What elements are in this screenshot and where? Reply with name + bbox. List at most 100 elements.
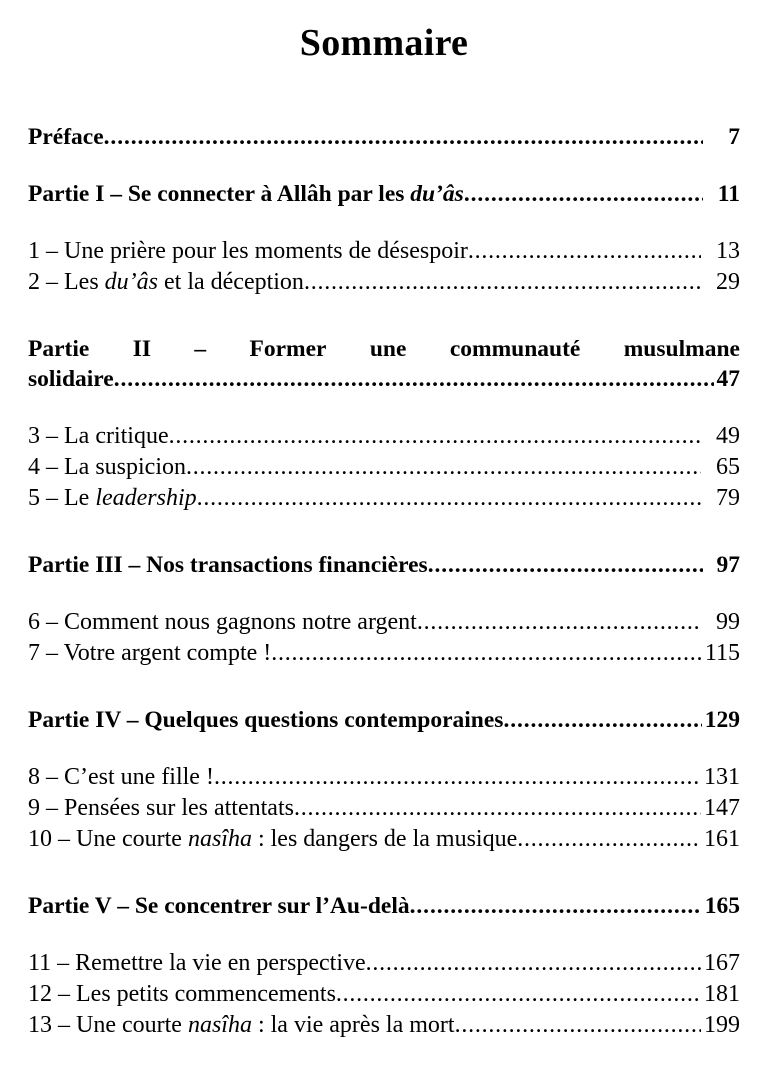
toc-chapter-entry[interactable]: 3 – La critique 49 <box>28 421 740 452</box>
toc-entry-label: Préface <box>28 124 104 150</box>
toc-entry-page: 99 <box>716 609 740 635</box>
label-text: 1 – Une prière pour les moments de déses… <box>28 238 468 264</box>
dot-leader <box>468 236 701 267</box>
label-text: Partie I – Se connecter à Allâh par les <box>28 181 411 207</box>
toc-entry-page: 161 <box>704 826 740 852</box>
heading-word: musulmane <box>623 336 740 362</box>
toc-chapter-entry[interactable]: 11 – Remettre la vie en perspective 167 <box>28 948 740 979</box>
toc-entry-page: 49 <box>716 423 740 449</box>
toc-chapter-entry[interactable]: 10 – Une courte nasîha : les dangers de … <box>28 824 740 855</box>
toc-entry-label: 3 – La critique <box>28 421 169 452</box>
label-text: 8 – C’est une fille ! <box>28 764 214 790</box>
toc-entry-label: 11 – Remettre la vie en perspective <box>28 948 366 979</box>
heading-line-with-leader[interactable]: Partie IV – Quelques questions contempor… <box>28 705 740 735</box>
dot-leader <box>214 762 701 793</box>
toc-chapter-entry[interactable]: 13 – Une courte nasîha : la vie après la… <box>28 1010 740 1041</box>
dot-leader <box>464 179 703 209</box>
toc-entry-label: 8 – C’est une fille ! <box>28 762 214 793</box>
heading-line-with-leader[interactable]: Partie V – Se concentrer sur l’Au-delà 16… <box>28 891 740 921</box>
label-text: 4 – La suspicion <box>28 454 186 480</box>
label-text: 2 – Les <box>28 269 105 295</box>
toc-entry-page: 7 <box>728 124 740 150</box>
page-title: Sommaire <box>299 22 469 64</box>
toc-entry-page: 115 <box>704 640 740 666</box>
toc-part-heading[interactable]: Partie IV – Quelques questions contempor… <box>28 705 740 735</box>
toc-sections: Partie I – Se connecter à Allâh par les … <box>28 179 740 1041</box>
dot-leader <box>304 267 701 298</box>
dot-leader <box>517 824 701 855</box>
toc-entry-label: solidaire <box>28 364 114 394</box>
toc-entry-page: 129 <box>704 707 740 733</box>
heading-word: Former <box>249 336 327 362</box>
chapter-list: 6 – Comment nous gagnons notre argent 99 7… <box>28 607 740 669</box>
chapter-list: 11 – Remettre la vie en perspective 167 12… <box>28 948 740 1041</box>
toc-entry-page: 97 <box>716 552 741 578</box>
toc-entry-label: 7 – Votre argent compte ! <box>28 638 271 669</box>
toc-chapter-entry[interactable]: 9 – Pensées sur les attentats 147 <box>28 793 740 824</box>
toc-chapter-entry[interactable]: 1 – Une prière pour les moments de déses… <box>28 236 740 267</box>
dot-leader <box>104 122 703 152</box>
toc-entry-label: Partie III – Nos transactions financière… <box>28 550 428 580</box>
toc-entry-page: 131 <box>704 764 740 790</box>
label-text: 12 – Les petits commencements <box>28 981 336 1007</box>
label-text: 3 – La critique <box>28 423 169 449</box>
dot-leader <box>186 452 701 483</box>
toc-entry-page: 147 <box>704 795 740 821</box>
toc-chapter-entry[interactable]: 7 – Votre argent compte ! 115 <box>28 638 740 669</box>
toc-entry-page: 181 <box>704 981 740 1007</box>
label-text: 13 – Une courte <box>28 1012 188 1038</box>
toc-chapter-entry[interactable]: 12 – Les petits commencements 181 <box>28 979 740 1010</box>
dot-leader <box>366 948 701 979</box>
toc-entry-page: 29 <box>716 269 740 295</box>
toc-entry-label: 1 – Une prière pour les moments de déses… <box>28 236 468 267</box>
heading-word: – <box>194 336 207 362</box>
heading-line-with-leader[interactable]: Partie III – Nos transactions financière… <box>28 550 740 580</box>
toc-entry-label: 5 – Le leadership <box>28 483 197 514</box>
label-text: 5 – Le <box>28 485 96 511</box>
toc-entry-label: 4 – La suspicion <box>28 452 186 483</box>
toc-chapter-entry[interactable]: 2 – Les du’âs et la déception 29 <box>28 267 740 298</box>
label-text-suffix: : les dangers de la musique <box>251 826 518 852</box>
toc-chapter-entry[interactable]: 6 – Comment nous gagnons notre argent 99 <box>28 607 740 638</box>
toc-entry-page: 65 <box>716 454 740 480</box>
label-italic-term: nasîha <box>187 1012 252 1038</box>
toc-chapter-entry[interactable]: 8 – C’est une fille ! 131 <box>28 762 740 793</box>
label-text-suffix: : la vie après la mort <box>251 1012 455 1038</box>
toc-entry-page: 167 <box>704 950 740 976</box>
heading-line-with-leader[interactable]: solidaire 47 <box>28 364 740 394</box>
toc-entry-label: 13 – Une courte nasîha : la vie après la… <box>28 1010 455 1041</box>
toc-part-heading[interactable]: Partie V – Se concentrer sur l’Au-delà 16… <box>28 891 740 921</box>
dot-leader <box>271 638 701 669</box>
toc-entry-page: 11 <box>717 181 740 207</box>
heading-line-justified: Partie II – Former une communauté musulmane <box>28 334 740 364</box>
label-text: 11 – Remettre la vie en perspective <box>28 950 366 976</box>
toc-entry-page: 13 <box>716 238 740 264</box>
heading-line-with-leader[interactable]: Partie I – Se connecter à Allâh par les … <box>28 179 740 209</box>
heading-word: une <box>369 336 407 362</box>
dot-leader <box>169 421 701 452</box>
dot-leader <box>294 793 701 824</box>
chapter-list: 1 – Une prière pour les moments de déses… <box>28 236 740 298</box>
heading-word: II <box>132 336 151 362</box>
toc-entry-label: Partie V – Se concentrer sur l’Au-delà <box>28 891 410 921</box>
chapter-list: 8 – C’est une fille ! 131 9 – Pensées sur … <box>28 762 740 855</box>
label-text: Partie IV – Quelques questions contempor… <box>28 707 504 733</box>
toc-entry-label: 9 – Pensées sur les attentats <box>28 793 294 824</box>
toc-entry-label: 6 – Comment nous gagnons notre argent <box>28 607 417 638</box>
dot-leader <box>410 891 702 921</box>
toc-entry-page: 47 <box>716 366 741 392</box>
dot-leader <box>455 1010 701 1041</box>
label-italic-term: du’âs <box>104 269 158 295</box>
toc-part-heading[interactable]: Partie I – Se connecter à Allâh par les … <box>28 179 740 209</box>
toc-entry-page: 79 <box>716 485 740 511</box>
toc-part-heading[interactable]: Partie II – Former une communauté musulmane sol… <box>28 334 740 394</box>
toc-entry-preface[interactable]: Préface 7 <box>28 122 740 152</box>
heading-word: Partie <box>28 336 90 362</box>
label-italic-term: nasîha <box>187 826 252 852</box>
toc-part-heading[interactable]: Partie III – Nos transactions financière… <box>28 550 740 580</box>
toc-chapter-entry[interactable]: 4 – La suspicion 65 <box>28 452 740 483</box>
toc-chapter-entry[interactable]: 5 – Le leadership 79 <box>28 483 740 514</box>
dot-leader <box>428 550 703 580</box>
dot-leader <box>503 705 701 735</box>
